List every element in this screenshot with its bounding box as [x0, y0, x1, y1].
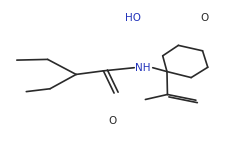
- Text: O: O: [200, 13, 208, 23]
- Text: O: O: [108, 116, 117, 126]
- Text: NH: NH: [135, 63, 151, 73]
- Text: HO: HO: [125, 13, 141, 23]
